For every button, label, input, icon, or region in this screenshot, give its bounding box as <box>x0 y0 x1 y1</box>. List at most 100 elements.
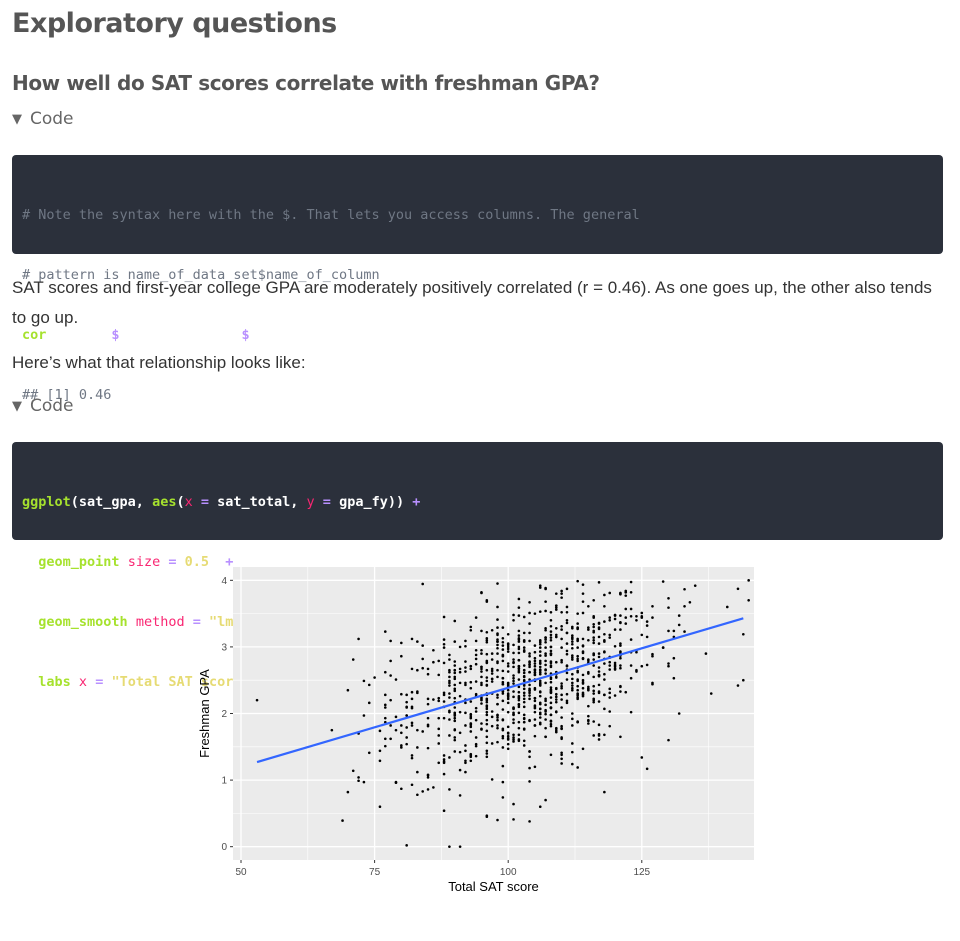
data-point <box>629 638 633 641</box>
data-point <box>544 697 547 701</box>
data-point <box>485 707 489 711</box>
data-point <box>517 698 521 702</box>
data-point <box>405 705 408 709</box>
data-point <box>394 728 398 732</box>
data-point <box>709 692 713 695</box>
data-point <box>528 631 531 635</box>
data-point <box>506 670 510 673</box>
code-toggle-2[interactable]: ▼ Code <box>12 396 74 416</box>
data-point <box>560 753 563 757</box>
data-point <box>485 814 489 818</box>
data-point <box>560 660 563 664</box>
data-point <box>453 671 457 675</box>
x-tick-label: 75 <box>369 867 381 878</box>
code-block-2[interactable]: ggplot(sat_gpa, aes(x = sat_total, y = g… <box>12 442 943 690</box>
data-point <box>560 686 563 690</box>
data-point <box>362 679 366 683</box>
data-point <box>485 722 489 726</box>
data-point <box>485 735 489 739</box>
data-point <box>506 694 510 697</box>
data-point <box>453 668 457 672</box>
data-point <box>394 780 398 784</box>
data-point <box>571 712 574 715</box>
data-point <box>651 616 654 619</box>
data-point <box>474 710 478 713</box>
data-point <box>474 639 478 643</box>
data-point <box>517 678 521 681</box>
data-point <box>458 794 462 797</box>
data-point <box>512 740 515 743</box>
data-point <box>544 712 547 716</box>
data-point <box>496 726 499 730</box>
data-point <box>506 645 510 649</box>
data-point <box>587 687 590 691</box>
data-point <box>517 720 521 724</box>
y-tick-label: 3 <box>221 642 227 653</box>
data-point <box>383 716 387 720</box>
data-point <box>517 705 521 709</box>
data-point <box>437 727 441 731</box>
data-point <box>517 711 521 715</box>
data-point <box>613 617 617 621</box>
data-point <box>378 759 382 763</box>
data-point <box>448 681 451 685</box>
data-point <box>448 679 451 683</box>
data-point <box>490 724 494 728</box>
code-toggle-1[interactable]: ▼ Code <box>12 109 74 129</box>
data-point <box>432 786 435 789</box>
data-point <box>581 691 585 695</box>
data-point <box>608 668 612 671</box>
data-point <box>560 762 563 765</box>
data-point <box>490 680 494 683</box>
data-point <box>506 710 510 714</box>
data-point <box>544 735 547 739</box>
data-point <box>629 580 633 584</box>
data-point <box>565 587 569 591</box>
data-point <box>442 716 446 720</box>
data-point <box>667 662 670 665</box>
data-point <box>506 701 510 705</box>
data-point <box>603 707 606 711</box>
data-point <box>528 694 531 697</box>
data-point <box>496 675 499 679</box>
data-point <box>410 667 414 671</box>
data-point <box>330 728 334 732</box>
data-point <box>490 667 494 671</box>
data-point <box>538 702 542 706</box>
data-point <box>560 682 563 685</box>
data-point <box>544 652 547 655</box>
data-point <box>576 720 579 723</box>
data-point <box>651 604 654 608</box>
data-point <box>362 714 366 717</box>
data-point <box>565 621 569 625</box>
data-point <box>549 649 553 653</box>
data-point <box>538 716 542 719</box>
data-point <box>736 684 740 687</box>
data-point <box>683 587 686 591</box>
data-point <box>571 762 574 766</box>
triangle-down-icon: ▼ <box>12 111 22 127</box>
data-point <box>448 684 451 687</box>
data-point <box>560 724 563 728</box>
data-point <box>560 589 563 593</box>
data-point <box>554 592 558 595</box>
data-point <box>528 755 531 759</box>
data-point <box>437 734 441 737</box>
code-block-1[interactable]: # Note the syntax here with the $. That … <box>12 155 943 403</box>
data-point <box>544 699 547 703</box>
data-point <box>576 669 579 673</box>
data-point <box>416 668 419 672</box>
data-point <box>383 693 387 697</box>
data-point <box>453 728 457 731</box>
data-point <box>538 586 542 589</box>
data-point <box>501 659 505 663</box>
data-point <box>458 681 462 685</box>
section-title: Exploratory questions <box>12 8 337 39</box>
data-point <box>667 596 670 600</box>
data-point <box>587 628 590 631</box>
data-point <box>538 584 542 588</box>
paragraph-relationship: Here’s what that relationship looks like… <box>12 353 306 372</box>
data-point <box>501 692 505 695</box>
data-point <box>432 648 435 652</box>
data-point <box>522 664 526 667</box>
